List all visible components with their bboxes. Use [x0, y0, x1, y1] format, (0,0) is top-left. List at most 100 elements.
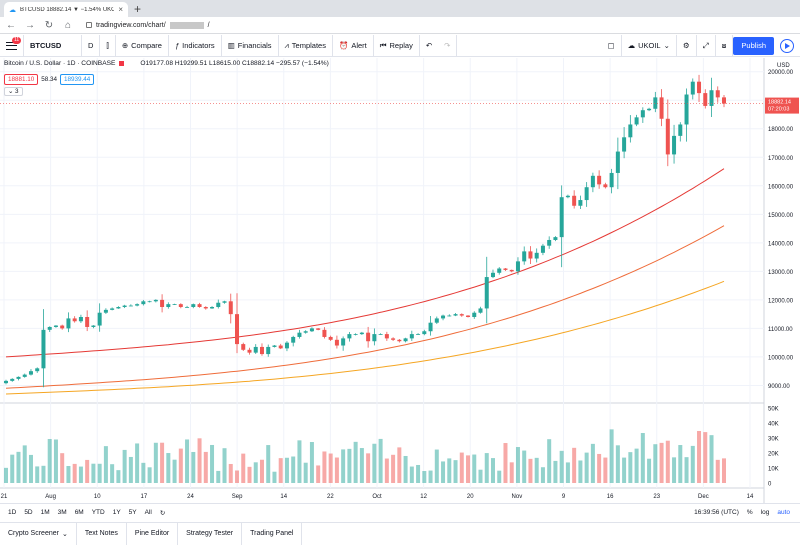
volume-tick-label: 30K	[768, 437, 779, 443]
forward-icon[interactable]: →	[25, 19, 35, 31]
volume-bar	[603, 457, 608, 483]
range-button-1y[interactable]: 1Y	[112, 509, 121, 516]
range-button-ytd[interactable]: YTD	[91, 509, 105, 516]
layout-name-label: UKOIL	[638, 41, 661, 50]
range-button-5y[interactable]: 5Y	[128, 509, 137, 516]
range-button-1d[interactable]: 1D	[8, 509, 17, 516]
compare-button[interactable]: ⊕ Compare	[116, 34, 169, 57]
time-tick-label: 9	[562, 494, 566, 500]
volume-bar	[503, 443, 508, 483]
candles	[4, 74, 726, 388]
chart-type-button[interactable]: ⫿	[100, 34, 116, 57]
range-button-1m[interactable]: 1M	[40, 509, 50, 516]
panel-tab-crypto-screener[interactable]: Crypto Screener ⌄	[0, 522, 77, 545]
financials-button[interactable]: ▥ Financials	[222, 34, 279, 57]
browser-tab[interactable]: ☁ BTCUSD 18882.14 ▼ −1.54% UKOIL ×	[4, 2, 128, 17]
candle-body	[259, 346, 264, 355]
clock-label[interactable]: 16:39:56 (UTC)	[694, 509, 739, 516]
redo-button[interactable]: ↷	[438, 34, 458, 57]
candle-body	[672, 135, 677, 155]
volume-bar	[291, 456, 296, 483]
candle-body	[578, 200, 583, 206]
menu-button[interactable]: 11	[0, 34, 24, 57]
snapshot-button[interactable]: ⧇	[716, 34, 734, 57]
indicator-collapse-button[interactable]: ⌄ 3	[4, 87, 23, 96]
range-button-3m[interactable]: 3M	[57, 509, 67, 516]
volume-bar	[672, 457, 677, 483]
volume-bar	[528, 458, 533, 483]
replay-button[interactable]: ⏮ Replay	[374, 34, 420, 57]
redo-icon: ↷	[444, 41, 451, 50]
buy-price[interactable]: 18939.44	[60, 74, 95, 85]
layout-select-button[interactable]: ▢	[601, 34, 622, 57]
url-field[interactable]: tradingview.com/chart/ /	[86, 21, 210, 29]
settings-button[interactable]: ⚙	[677, 34, 697, 57]
candle-body	[359, 332, 364, 335]
undo-button[interactable]: ↶	[420, 35, 438, 57]
new-tab-button[interactable]: +	[134, 2, 142, 16]
volume-bar	[147, 467, 152, 483]
range-calendar-icon[interactable]: ↻	[159, 509, 166, 517]
candles-icon: ⫿	[106, 40, 109, 50]
candle-body	[297, 332, 302, 337]
chart-toolbar: 11 BTCUSD D ⫿ ⊕ Compare ƒ Indicators ▥ Fina…	[0, 34, 800, 57]
templates-button[interactable]: ⩘ Templates	[279, 34, 333, 57]
candle-body	[678, 124, 683, 136]
panel-tab-strategy-tester[interactable]: Strategy Tester	[178, 522, 243, 545]
publish-button[interactable]: Publish	[733, 36, 774, 55]
sell-price[interactable]: 18881.10	[4, 74, 39, 85]
market-status-icon	[119, 61, 125, 66]
candle-body	[528, 251, 533, 259]
candle-body	[328, 336, 333, 340]
volume-tick-label: 40K	[768, 422, 779, 428]
time-tick-label: Aug	[45, 494, 56, 500]
alert-button[interactable]: ⏰ Alert	[333, 34, 374, 57]
log-toggle[interactable]: log	[760, 509, 770, 516]
templates-label: Templates	[291, 41, 326, 50]
layout-name-button[interactable]: ☁ UKOIL ⌄	[622, 34, 677, 57]
panel-tab-text-notes[interactable]: Text Notes	[77, 522, 127, 545]
panel-tab-trading-panel[interactable]: Trading Panel	[242, 522, 303, 545]
range-button-6m[interactable]: 6M	[74, 509, 84, 516]
time-axis[interactable]: 21 Aug 10 17 24 Sep 14 22 Oct 12 20 Nov 9 16 23 Dec 14	[1, 494, 754, 500]
moving-average-line	[5, 280, 725, 395]
candle-body	[78, 316, 83, 322]
volume-bar	[85, 459, 90, 483]
candle-body	[122, 305, 127, 308]
interval-button[interactable]: D	[82, 34, 101, 57]
volume-bar	[565, 462, 570, 483]
candle-body	[110, 308, 115, 310]
price-tick-label: 14000.00	[768, 241, 794, 247]
close-tab-icon[interactable]: ×	[118, 5, 123, 14]
auto-toggle[interactable]: auto	[777, 509, 790, 516]
fullscreen-button[interactable]: ⤢	[697, 34, 716, 57]
volume-bar	[178, 448, 183, 483]
last-price-badge	[765, 97, 799, 114]
play-icon[interactable]	[780, 38, 794, 53]
symbol-description[interactable]: Bitcoin / U.S. Dollar · 1D · COINBASE	[4, 60, 116, 67]
volume-bar	[191, 451, 196, 483]
volume-bar	[703, 432, 708, 483]
candle-body	[472, 312, 477, 317]
time-tick-label: 22	[327, 494, 334, 500]
percent-toggle[interactable]: %	[746, 509, 753, 516]
candle-body	[91, 325, 96, 327]
candle-body	[347, 334, 352, 339]
back-icon[interactable]: ←	[6, 19, 16, 31]
square-icon: ▢	[607, 41, 615, 50]
panel-tab-label: Trading Panel	[250, 530, 294, 537]
candle-body	[484, 277, 489, 309]
indicators-button[interactable]: ƒ Indicators	[169, 34, 222, 57]
symbol-search-button[interactable]: BTCUSD	[24, 34, 82, 57]
range-button-all[interactable]: All	[144, 509, 152, 516]
candle-body	[647, 108, 652, 111]
panel-tab-pine-editor[interactable]: Pine Editor	[127, 522, 179, 545]
reload-icon[interactable]: ↻	[44, 19, 54, 31]
price-tick-label: 17000.00	[768, 156, 794, 162]
alert-label: Alert	[351, 41, 367, 50]
candle-body	[628, 124, 633, 138]
range-button-5d[interactable]: 5D	[24, 509, 33, 516]
financials-label: Financials	[237, 41, 272, 50]
home-icon[interactable]: ⌂	[64, 19, 72, 31]
price-chart[interactable]: 20000.0019000.0018000.0017000.0016000.00…	[0, 58, 800, 503]
